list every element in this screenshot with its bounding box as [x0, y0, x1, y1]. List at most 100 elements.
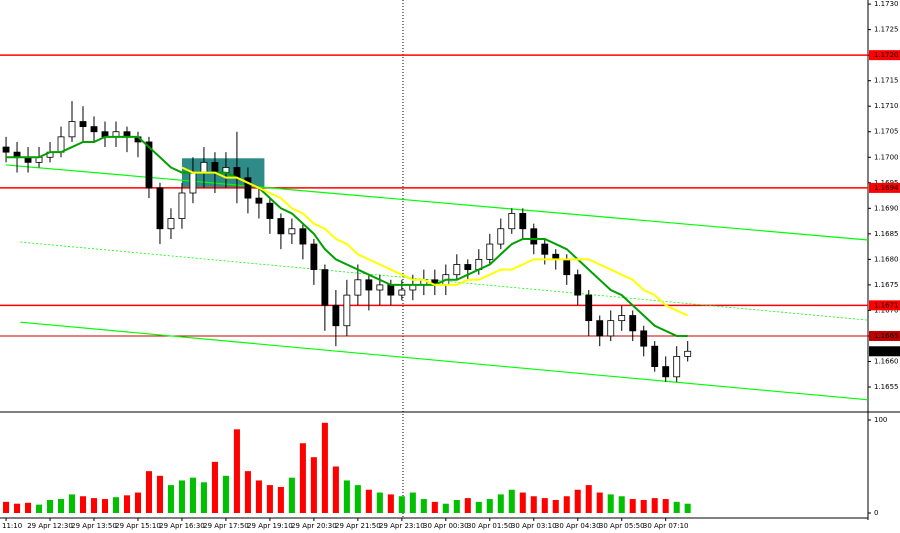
volume-bar [420, 499, 427, 513]
candle-body [288, 228, 296, 235]
candle-body [574, 274, 582, 296]
volume-bar [321, 422, 328, 513]
volume-bar [552, 499, 559, 513]
candle-body [629, 315, 637, 332]
level-label: 1.1665 [874, 332, 899, 340]
x-tick-label: 30 Apr 03:10 [511, 522, 557, 530]
candle-body [178, 192, 186, 219]
x-tick-label: 30 Apr 01:50 [467, 522, 513, 530]
volume-bar [123, 495, 131, 513]
last-price-label: 1.1662 [874, 347, 899, 355]
candle-body [651, 345, 659, 368]
x-tick-label: 29 Apr 20:30 [291, 522, 337, 530]
x-tick-label: 29 Apr 16:30 [159, 522, 205, 530]
y-tick-label: 1.1715 [874, 77, 899, 85]
volume-bar [79, 496, 87, 513]
moving-average [181, 166, 689, 317]
level-label: 1.1720 [874, 51, 899, 59]
volume-bar [332, 466, 339, 513]
candle-body [156, 187, 164, 230]
volume-bar [189, 477, 196, 513]
candle-body [607, 320, 615, 337]
y-tick-label: 1.1670 [874, 306, 899, 314]
candle-body [211, 161, 219, 173]
volume-bar [101, 499, 109, 513]
candle-body [343, 294, 351, 327]
candle-body [376, 284, 384, 291]
candle-body [640, 330, 648, 347]
candle-body [200, 161, 208, 173]
candle-body [497, 228, 505, 245]
volume-bar [167, 485, 174, 513]
volume-bar [222, 475, 229, 513]
volume-bar [673, 501, 680, 513]
level-label-box [869, 300, 900, 311]
x-tick-label: 29 Apr 15:10 [115, 522, 161, 530]
volume-bar [244, 471, 251, 513]
y-tick-label: 1.1655 [874, 383, 899, 391]
candle-body [167, 218, 175, 230]
volume-bar [684, 503, 691, 513]
candle-body [530, 228, 538, 245]
candle-body [585, 294, 593, 322]
candle-body [387, 284, 395, 296]
volume-bar [387, 494, 394, 513]
candle-body [255, 197, 263, 204]
candle-body [57, 136, 65, 153]
y-tick-label: 1.1725 [874, 26, 899, 34]
candle-body [398, 289, 406, 296]
candle-body [332, 304, 340, 327]
candle-body [662, 366, 670, 378]
candle-body [596, 320, 604, 337]
volume-bar [343, 480, 350, 513]
trendline [20, 321, 869, 401]
candle-body [79, 121, 87, 128]
level-label-box [869, 330, 900, 341]
candle-body [321, 269, 329, 306]
x-tick-label: 30 Apr 05:50 [599, 522, 645, 530]
volume-bar [486, 499, 493, 513]
volume-bar [25, 502, 32, 513]
candle-body [90, 126, 98, 133]
y-tick-label: 1.1660 [874, 357, 899, 365]
volume-bar [145, 471, 152, 513]
candle-body [145, 141, 153, 189]
candle-body [464, 264, 472, 270]
volume-bar [629, 499, 636, 513]
volume-bar [519, 492, 526, 513]
candle-body [365, 279, 373, 291]
y-tick-label: 1.1680 [874, 255, 899, 263]
candle-body [68, 121, 76, 138]
candle-body [563, 258, 571, 276]
level-label-box [869, 50, 900, 61]
volume-bar [431, 501, 438, 513]
volume-bar [475, 501, 482, 513]
volume-bar [497, 494, 504, 513]
y-tick-label: 1.1700 [874, 153, 899, 161]
volume-bar [607, 494, 614, 513]
x-tick-label: 29 Apr 23:10 [379, 522, 425, 530]
volume-bar [112, 497, 120, 513]
x-tick-label: 11:10 [2, 522, 22, 530]
volume-bar [255, 480, 262, 513]
volume-bar [651, 498, 658, 513]
y-tick-label: 1.1710 [874, 102, 899, 110]
x-tick-label: 30 Apr 07:10 [643, 522, 689, 530]
y-tick-label: 1.1675 [874, 281, 899, 289]
volume-tick-label: 100 [874, 416, 887, 424]
volume-bar [36, 504, 43, 513]
candle-body [310, 243, 318, 270]
candle-body [189, 172, 197, 194]
candle-body [2, 146, 10, 153]
volume-bar [618, 496, 625, 513]
candle-body [541, 243, 549, 255]
candle-body [673, 355, 681, 378]
x-tick-label: 29 Apr 12:30 [27, 522, 73, 530]
volume-bar [365, 489, 372, 513]
volume-bar [233, 429, 240, 513]
volume-bar [354, 485, 361, 513]
volume-bar [409, 492, 416, 513]
volume-bar [57, 499, 65, 513]
volume-bar [178, 480, 185, 513]
